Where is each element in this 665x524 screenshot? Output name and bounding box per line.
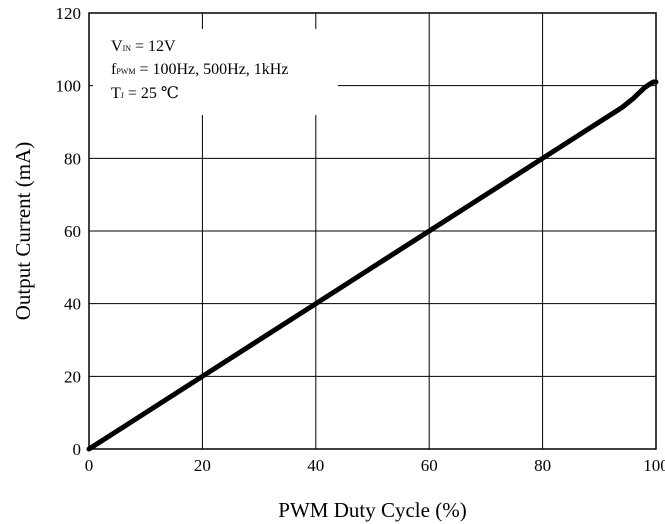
annotation-fpwm-main: f [111, 61, 117, 78]
y-tick-label: 20 [64, 367, 81, 386]
annotation-vin-sub: IN [123, 44, 132, 53]
y-tick-labels: 0 20 40 60 80 100 120 [56, 4, 82, 459]
x-tick-label: 80 [534, 456, 551, 475]
x-tick-label: 0 [85, 456, 94, 475]
annotation-fpwm: fPWM = 100Hz, 500Hz, 1kHz [111, 61, 288, 78]
x-tick-labels: 0 20 40 60 80 100 [85, 456, 665, 475]
annotation-tj-main: T [111, 85, 121, 102]
y-tick-label: 100 [56, 77, 82, 96]
annotation-vin: VIN = 12V [111, 38, 176, 55]
y-tick-label: 80 [64, 149, 81, 168]
x-axis-label: PWM Duty Cycle (%) [278, 498, 466, 522]
series-group [86, 79, 659, 452]
annotation-tj-rest: = 25 ℃ [124, 85, 179, 102]
y-axis-label: Output Current (mA) [11, 142, 35, 320]
annotation-tj-sub: J [121, 91, 124, 100]
x-tick-label: 60 [421, 456, 438, 475]
annotation-box [93, 29, 338, 115]
x-tick-label: 20 [194, 456, 211, 475]
annotation-fpwm-rest: = 100Hz, 500Hz, 1kHz [135, 61, 288, 78]
x-tick-label: 40 [307, 456, 324, 475]
x-tick-label: 100 [643, 456, 665, 475]
plot-area [88, 12, 657, 450]
y-tick-label: 60 [64, 222, 81, 241]
series-line [86, 79, 659, 452]
annotation-fpwm-sub: PWM [116, 67, 135, 76]
annotation-tj: TJ = 25 ℃ [111, 85, 179, 102]
y-tick-label: 0 [73, 440, 82, 459]
annotation-vin-main: V [111, 38, 123, 55]
y-tick-label: 40 [64, 295, 81, 314]
annotation-vin-rest: = 12V [131, 38, 176, 55]
y-tick-label: 120 [56, 4, 82, 23]
